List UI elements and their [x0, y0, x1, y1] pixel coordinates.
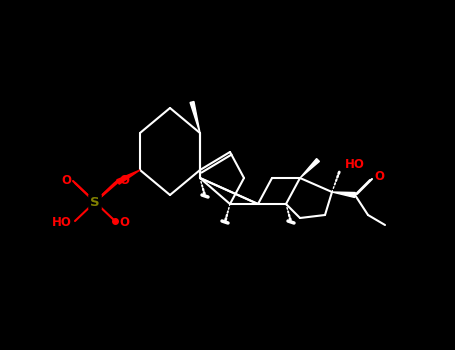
- Polygon shape: [190, 102, 200, 133]
- Polygon shape: [117, 170, 140, 184]
- Polygon shape: [300, 159, 319, 178]
- Text: O: O: [61, 175, 71, 188]
- Text: HO: HO: [52, 217, 72, 230]
- Text: O: O: [119, 217, 129, 230]
- Polygon shape: [332, 192, 355, 197]
- Text: O: O: [374, 170, 384, 183]
- Text: HO: HO: [345, 159, 365, 172]
- Text: S: S: [90, 196, 100, 209]
- Text: O: O: [119, 175, 129, 188]
